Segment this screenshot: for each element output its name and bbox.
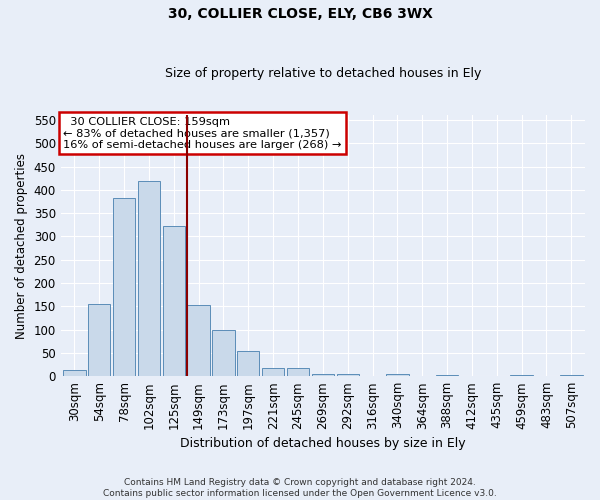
Bar	[511, 375, 533, 376]
Bar	[311, 374, 334, 376]
Text: 30, COLLIER CLOSE, ELY, CB6 3WX: 30, COLLIER CLOSE, ELY, CB6 3WX	[167, 8, 433, 22]
X-axis label: Distribution of detached houses by size in Ely: Distribution of detached houses by size …	[180, 437, 466, 450]
Bar	[212, 330, 235, 376]
Text: Contains HM Land Registry data © Crown copyright and database right 2024.
Contai: Contains HM Land Registry data © Crown c…	[103, 478, 497, 498]
Bar	[187, 306, 210, 376]
Bar	[262, 368, 284, 376]
Bar	[386, 374, 409, 376]
Bar	[237, 350, 259, 376]
Bar	[138, 180, 160, 376]
Y-axis label: Number of detached properties: Number of detached properties	[15, 153, 28, 339]
Bar	[113, 198, 135, 376]
Bar	[337, 374, 359, 376]
Title: Size of property relative to detached houses in Ely: Size of property relative to detached ho…	[164, 66, 481, 80]
Bar	[163, 226, 185, 376]
Bar	[287, 368, 309, 376]
Bar	[560, 375, 583, 376]
Bar	[88, 304, 110, 376]
Text: 30 COLLIER CLOSE: 159sqm  
← 83% of detached houses are smaller (1,357)
16% of s: 30 COLLIER CLOSE: 159sqm ← 83% of detach…	[63, 116, 341, 150]
Bar	[63, 370, 86, 376]
Bar	[436, 375, 458, 376]
